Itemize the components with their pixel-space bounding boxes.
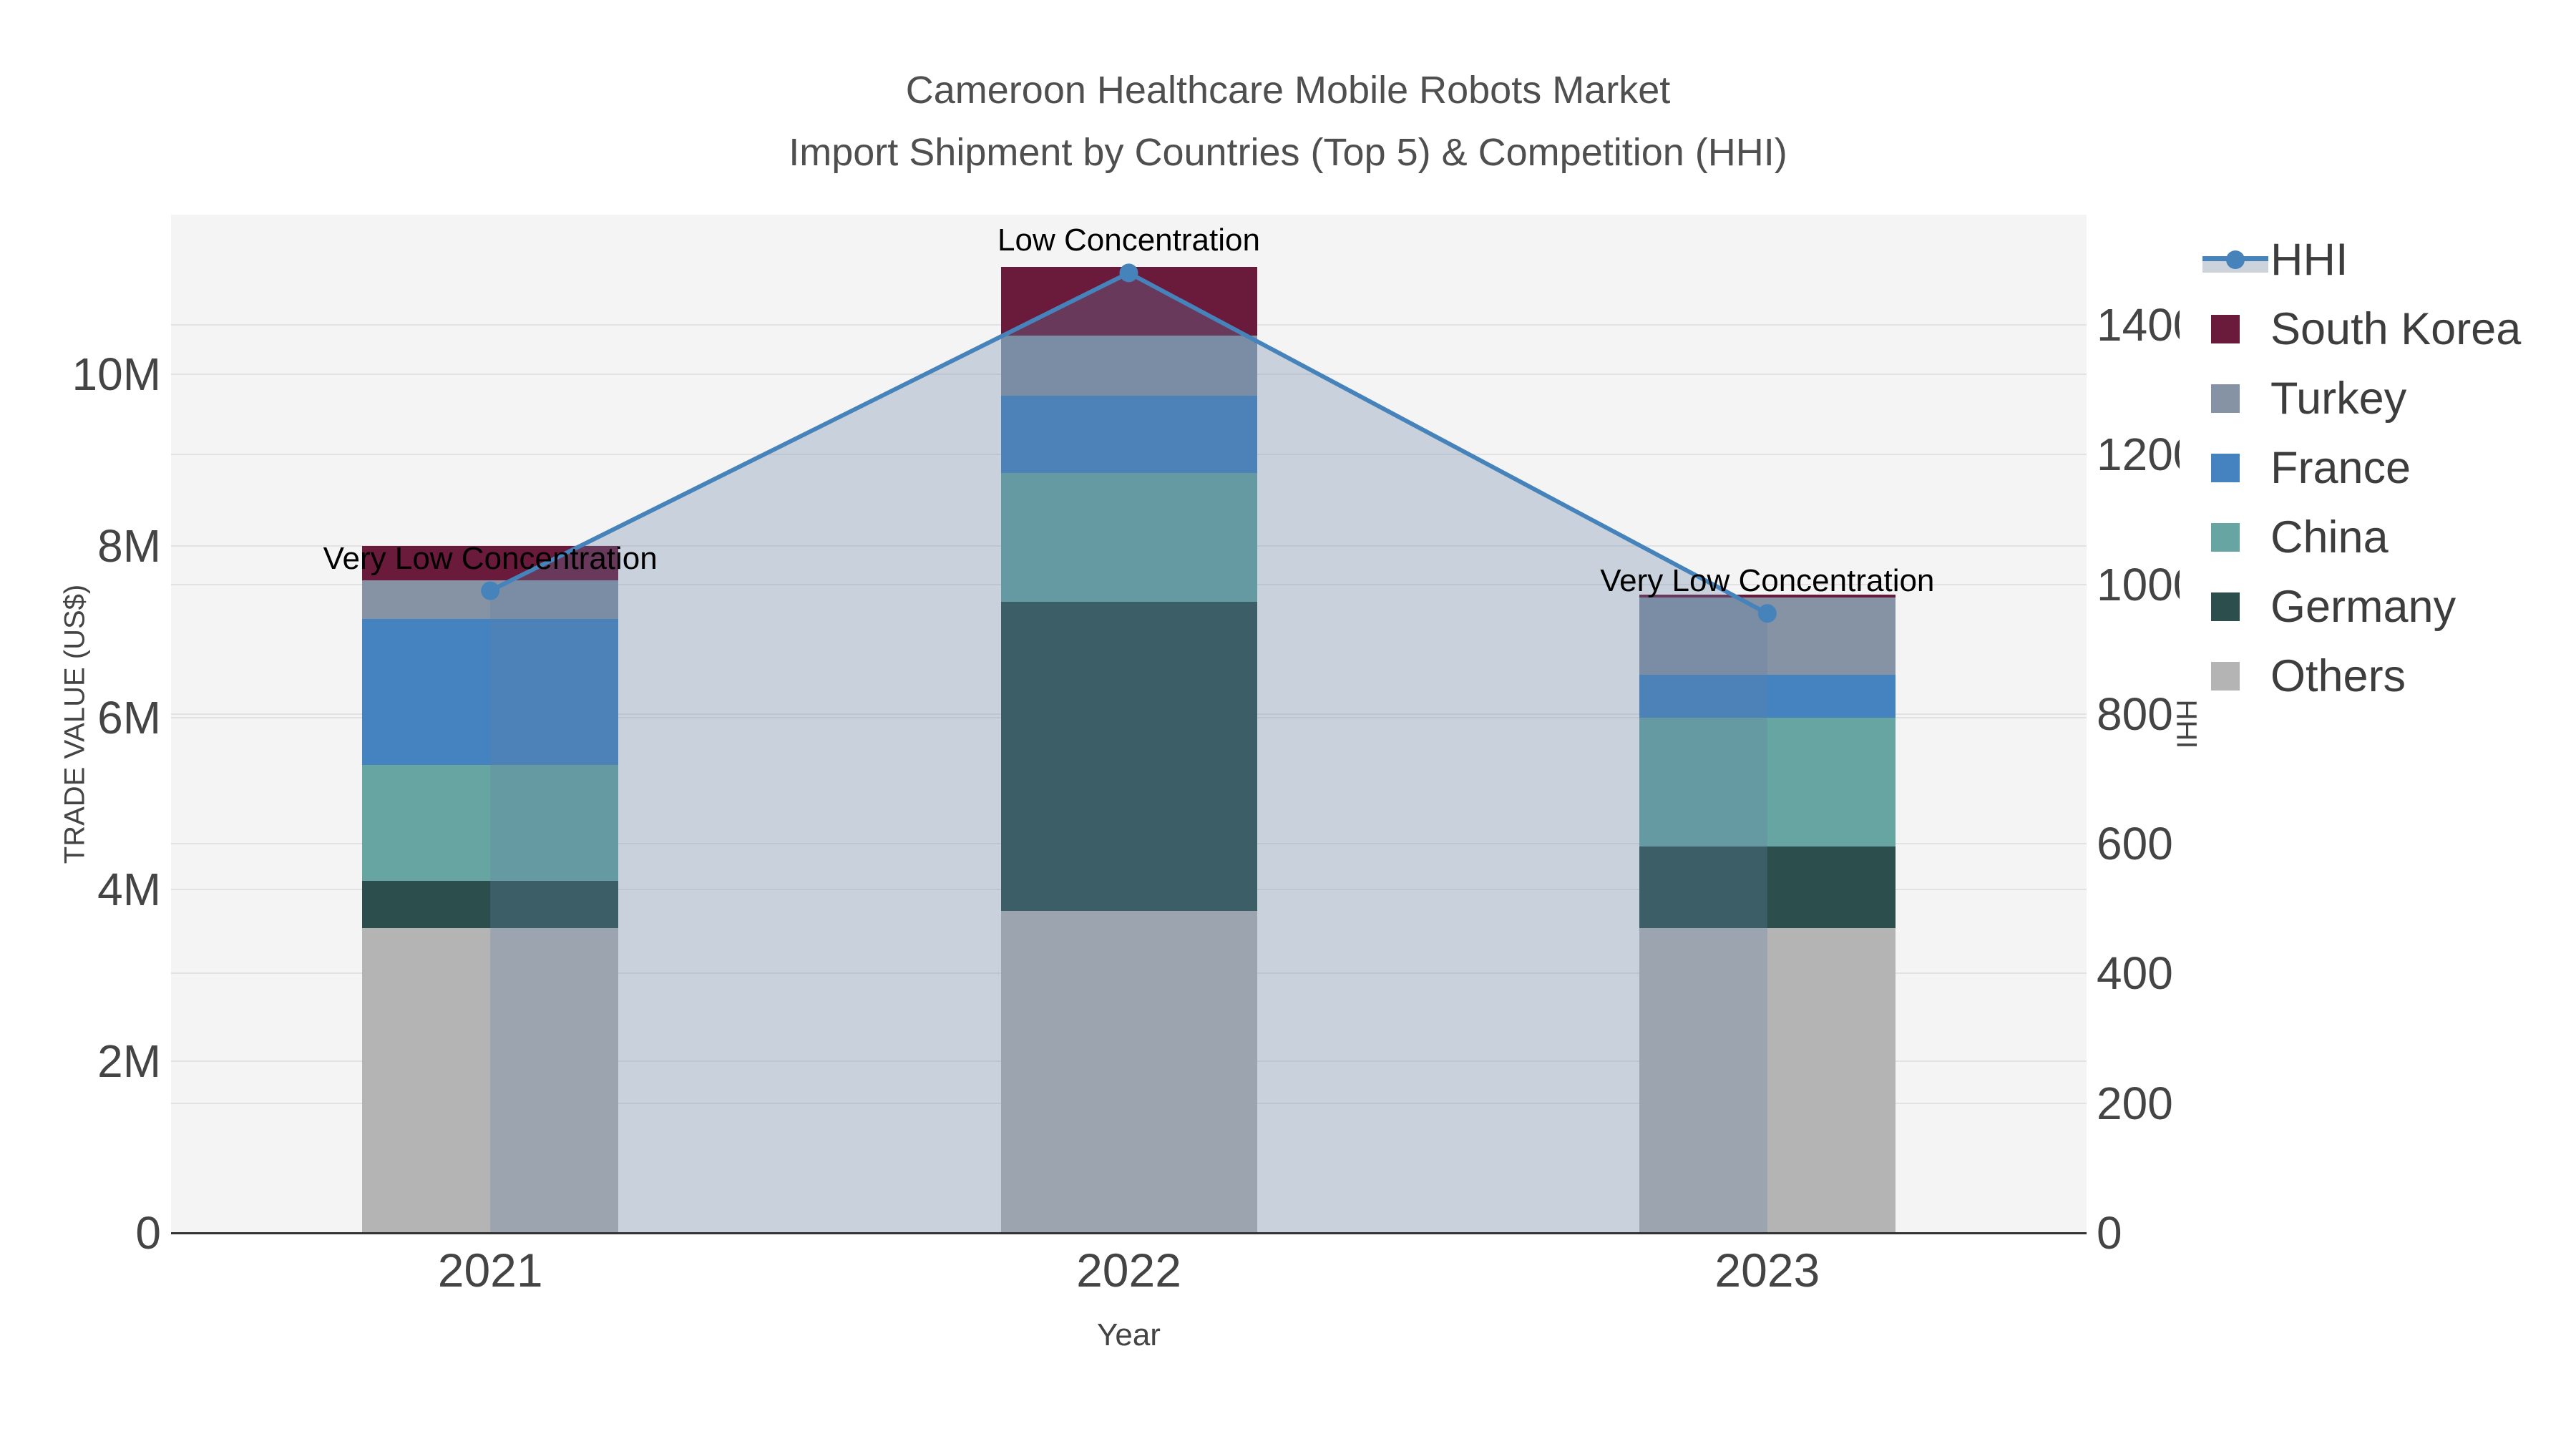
legend-item-south-korea[interactable]: South Korea bbox=[2180, 294, 2572, 364]
hhi-point-2021[interactable] bbox=[481, 581, 500, 600]
legend-item-turkey[interactable]: Turkey bbox=[2180, 364, 2572, 433]
legend-item-others[interactable]: Others bbox=[2180, 641, 2572, 711]
legend-item-label: HHI bbox=[2270, 234, 2348, 285]
bar-segment-2023-china[interactable] bbox=[1639, 718, 1896, 847]
bar-segment-2022-china[interactable] bbox=[1000, 473, 1257, 602]
legend-swatch-germany bbox=[2211, 592, 2240, 621]
legend-swatch-turkey bbox=[2211, 384, 2240, 413]
legend-item-label: France bbox=[2270, 442, 2411, 493]
bar-segment-2023-france[interactable] bbox=[1639, 675, 1896, 718]
chart-title-line1: Cameroon Healthcare Mobile Robots Market bbox=[905, 69, 1671, 112]
x-tick-label-2022: 2022 bbox=[1076, 1244, 1181, 1297]
bar-segment-2022-others[interactable] bbox=[1000, 911, 1257, 1233]
y-axis-right-title: HHI bbox=[2170, 699, 2202, 748]
legend-swatch-france bbox=[2211, 453, 2240, 482]
x-tick-label-2023: 2023 bbox=[1714, 1244, 1820, 1297]
legend-swatch-china bbox=[2211, 522, 2240, 552]
x-axis-line bbox=[171, 1232, 2087, 1234]
annotation-2022: Low Concentration bbox=[997, 223, 1260, 258]
y-left-tick-label: 6M bbox=[97, 692, 161, 743]
y-left-tick-label: 10M bbox=[72, 348, 162, 400]
hhi-legend-marker-dot bbox=[2226, 250, 2245, 269]
y-left-tick-label: 4M bbox=[97, 864, 161, 915]
legend: HHI South Korea Turkey France China Germany Ot… bbox=[2180, 225, 2572, 708]
bar-segment-2021-france[interactable] bbox=[362, 619, 619, 765]
x-axis-title: Year bbox=[1097, 1317, 1161, 1352]
bar-segment-2023-germany[interactable] bbox=[1639, 847, 1896, 928]
hhi-line-legend-sample bbox=[2202, 244, 2268, 275]
y-axis-left-title: TRADE VALUE (US$) bbox=[59, 584, 91, 864]
legend-item-label: China bbox=[2270, 512, 2389, 562]
hhi-area-fill bbox=[490, 273, 1767, 1233]
y-left-tick-label: 8M bbox=[97, 520, 161, 572]
bar-segment-2023-others[interactable] bbox=[1639, 928, 1896, 1233]
chart-title-line2: Import Shipment by Countries (Top 5) & C… bbox=[789, 131, 1787, 174]
bar-segment-2021-others[interactable] bbox=[362, 928, 619, 1233]
legend-item-china[interactable]: China bbox=[2180, 502, 2572, 572]
y-right-tick-label: 200 bbox=[2097, 1077, 2173, 1129]
annotation-2021: Very Low Concentration bbox=[323, 540, 658, 576]
bar-segment-2021-germany[interactable] bbox=[362, 881, 619, 928]
legend-item-france[interactable]: France bbox=[2180, 433, 2572, 502]
bar-segment-2021-china[interactable] bbox=[362, 765, 619, 881]
bar-segment-2022-germany[interactable] bbox=[1000, 602, 1257, 911]
y-right-tick-label: 600 bbox=[2097, 818, 2173, 870]
legend-item-label: Turkey bbox=[2270, 373, 2407, 424]
bar-segment-2023-south-korea[interactable] bbox=[1639, 595, 1896, 597]
legend-item-germany[interactable]: Germany bbox=[2180, 572, 2572, 641]
bar-segment-2022-turkey[interactable] bbox=[1000, 336, 1257, 396]
legend-item-label: Others bbox=[2270, 650, 2406, 701]
y-right-tick-label: 800 bbox=[2097, 688, 2173, 740]
hhi-point-2023[interactable] bbox=[1757, 604, 1777, 623]
legend-swatch-south-korea bbox=[2211, 314, 2240, 343]
y-left-tick-label: 2M bbox=[97, 1035, 161, 1087]
annotation-2023: Very Low Concentration bbox=[1600, 563, 1935, 599]
legend-swatch-others bbox=[2211, 661, 2240, 691]
legend-item-label: South Korea bbox=[2270, 303, 2522, 354]
x-tick-label-2021: 2021 bbox=[437, 1244, 543, 1297]
legend-item-hhi[interactable]: HHI bbox=[2180, 225, 2572, 294]
bar-segment-2022-france[interactable] bbox=[1000, 396, 1257, 473]
y-right-tick-label: 0 bbox=[2097, 1207, 2122, 1259]
y-left-tick-label: 0 bbox=[135, 1207, 161, 1259]
legend-item-label: Germany bbox=[2270, 581, 2457, 632]
hhi-point-2022[interactable] bbox=[1119, 263, 1138, 283]
bar-segment-2021-south-korea[interactable] bbox=[362, 546, 619, 580]
y-right-tick-label: 400 bbox=[2097, 947, 2173, 1000]
